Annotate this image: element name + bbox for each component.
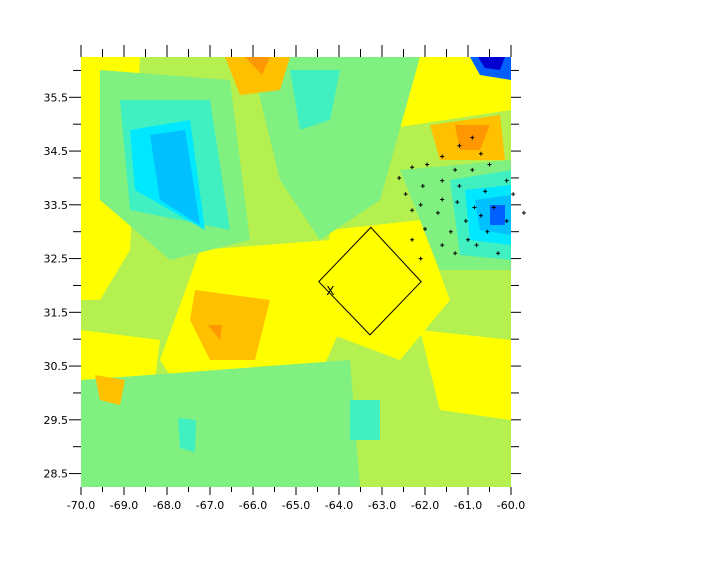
x-tick-label: -62.0 xyxy=(411,499,439,512)
x-tick-label: -61.0 xyxy=(454,499,482,512)
plus-marker xyxy=(418,202,423,207)
plus-marker xyxy=(483,189,488,194)
plus-marker xyxy=(410,165,415,170)
x-tick-label: -65.0 xyxy=(282,499,310,512)
x-tick-label: -63.0 xyxy=(368,499,396,512)
plus-marker xyxy=(504,178,509,183)
y-tick-label: 35.5 xyxy=(44,91,69,104)
x-tick-label: -68.0 xyxy=(153,499,181,512)
plus-marker xyxy=(418,256,423,261)
site-marker: X xyxy=(326,284,334,298)
plus-marker xyxy=(403,192,408,197)
plus-marker xyxy=(504,218,509,223)
plus-marker xyxy=(457,184,462,188)
plus-marker xyxy=(511,192,516,197)
plus-marker xyxy=(410,237,415,242)
y-tick-label: 31.5 xyxy=(44,306,69,319)
plus-marker xyxy=(440,243,445,248)
plus-marker xyxy=(440,197,445,202)
plus-marker xyxy=(478,213,483,218)
x-tick-label: -60.0 xyxy=(497,499,525,512)
plus-marker xyxy=(466,237,470,242)
plus-marker xyxy=(448,229,453,234)
plus-marker xyxy=(397,175,402,180)
plus-marker xyxy=(425,162,430,167)
x-tick-label: -64.0 xyxy=(325,499,353,512)
plus-marker xyxy=(410,208,415,213)
y-tick-label: 28.5 xyxy=(44,468,69,481)
x-tick-label: -70.0 xyxy=(67,499,95,512)
x-tick-label: -67.0 xyxy=(196,499,224,512)
contour-field xyxy=(81,57,511,487)
y-tick-label: 29.5 xyxy=(44,414,69,427)
plus-marker xyxy=(487,162,492,167)
plus-marker xyxy=(496,251,501,256)
plus-marker xyxy=(435,210,440,215)
plus-marker xyxy=(423,227,427,231)
y-tick-label: 32.5 xyxy=(44,253,69,266)
plus-marker xyxy=(455,200,460,205)
plus-marker xyxy=(485,229,490,234)
plus-marker xyxy=(470,167,475,172)
plus-marker xyxy=(521,210,526,215)
y-tick-label: 34.5 xyxy=(44,145,69,158)
plus-marker xyxy=(470,135,475,140)
plus-marker xyxy=(491,205,496,210)
plus-marker xyxy=(474,243,479,248)
y-tick-label: 33.5 xyxy=(44,199,69,212)
x-tick-label: -69.0 xyxy=(110,499,138,512)
plus-marker xyxy=(440,154,445,159)
plus-marker xyxy=(453,251,458,256)
plus-marker xyxy=(463,218,468,223)
y-tick-label: 30.5 xyxy=(44,360,69,373)
plus-marker xyxy=(440,178,445,183)
survey-box xyxy=(318,226,422,336)
plus-marker xyxy=(478,151,483,156)
plus-marker xyxy=(472,205,477,210)
plus-marker xyxy=(453,167,458,172)
plus-marker xyxy=(457,143,462,148)
x-tick-label: -66.0 xyxy=(239,499,267,512)
plus-marker xyxy=(420,184,425,188)
